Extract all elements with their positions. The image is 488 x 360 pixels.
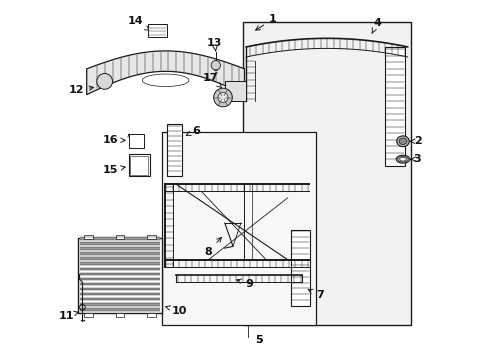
FancyBboxPatch shape [80, 267, 160, 270]
Text: 12: 12 [68, 85, 94, 95]
FancyBboxPatch shape [129, 134, 144, 148]
Text: 15: 15 [102, 165, 125, 175]
FancyBboxPatch shape [80, 308, 160, 311]
Ellipse shape [398, 138, 406, 144]
FancyBboxPatch shape [80, 262, 160, 265]
FancyBboxPatch shape [129, 154, 149, 176]
FancyBboxPatch shape [80, 257, 160, 260]
FancyBboxPatch shape [80, 242, 160, 245]
FancyBboxPatch shape [80, 237, 160, 240]
FancyBboxPatch shape [84, 313, 93, 317]
Circle shape [211, 60, 220, 70]
Ellipse shape [395, 155, 409, 163]
FancyBboxPatch shape [80, 273, 160, 275]
FancyBboxPatch shape [162, 132, 316, 325]
Text: 1: 1 [255, 14, 276, 30]
Text: 5: 5 [255, 334, 262, 345]
FancyBboxPatch shape [115, 234, 124, 239]
Text: 8: 8 [204, 237, 221, 257]
FancyBboxPatch shape [80, 283, 160, 285]
Text: 6: 6 [186, 126, 200, 135]
FancyBboxPatch shape [80, 293, 160, 296]
Circle shape [213, 88, 232, 107]
Text: 11: 11 [59, 311, 79, 320]
Text: 14: 14 [127, 17, 149, 30]
FancyBboxPatch shape [80, 247, 160, 250]
FancyBboxPatch shape [147, 313, 155, 317]
FancyBboxPatch shape [224, 81, 246, 101]
Polygon shape [86, 51, 244, 95]
FancyBboxPatch shape [290, 230, 309, 306]
Ellipse shape [399, 157, 406, 161]
FancyBboxPatch shape [80, 298, 160, 301]
FancyBboxPatch shape [84, 234, 93, 239]
Text: 7: 7 [307, 289, 324, 301]
FancyBboxPatch shape [80, 252, 160, 255]
Text: 13: 13 [206, 38, 222, 51]
Circle shape [218, 93, 227, 103]
Ellipse shape [396, 136, 408, 147]
Circle shape [97, 73, 112, 89]
FancyBboxPatch shape [115, 313, 124, 317]
FancyBboxPatch shape [80, 278, 160, 280]
FancyBboxPatch shape [80, 303, 160, 306]
Text: 16: 16 [102, 135, 125, 145]
Text: 17: 17 [203, 73, 221, 87]
Ellipse shape [397, 156, 407, 162]
Text: 2: 2 [409, 136, 421, 146]
Text: 10: 10 [165, 306, 187, 316]
FancyBboxPatch shape [242, 22, 410, 325]
FancyBboxPatch shape [80, 288, 160, 291]
FancyBboxPatch shape [78, 238, 162, 314]
Text: 3: 3 [410, 154, 421, 164]
FancyBboxPatch shape [148, 24, 167, 37]
FancyBboxPatch shape [147, 234, 155, 239]
Text: 4: 4 [371, 18, 380, 33]
FancyBboxPatch shape [167, 125, 182, 176]
FancyBboxPatch shape [384, 47, 404, 166]
Text: 9: 9 [236, 279, 253, 289]
